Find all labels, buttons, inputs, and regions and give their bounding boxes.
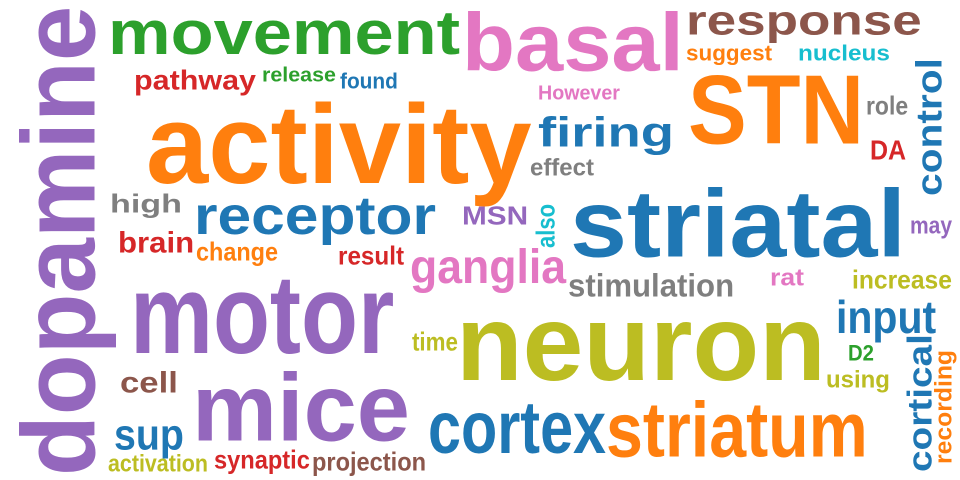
- word-striatum: striatum: [606, 386, 868, 474]
- word-suggest: suggest: [686, 39, 773, 66]
- word-input: input: [836, 290, 937, 343]
- word-stn: STN: [688, 55, 864, 166]
- word-result: result: [338, 241, 405, 271]
- word-rat: rat: [770, 263, 804, 291]
- word-sup: sup: [114, 410, 184, 460]
- word-change: change: [196, 237, 278, 267]
- word-recording: recording: [929, 349, 957, 464]
- word-basal: basal: [462, 0, 684, 89]
- word-striatal: striatal: [570, 169, 906, 278]
- word-using: using: [826, 365, 890, 393]
- word-release: release: [262, 63, 336, 87]
- word-cell: cell: [120, 365, 178, 400]
- word-high: high: [110, 189, 182, 219]
- word-movement: movement: [108, 0, 461, 68]
- word-receptor: receptor: [194, 185, 437, 247]
- word-control: control: [909, 58, 950, 197]
- word-synaptic: synaptic: [214, 445, 310, 475]
- word-activity: activity: [146, 82, 532, 208]
- word-projection: projection: [312, 447, 427, 477]
- word-brain: brain: [118, 225, 195, 260]
- word-activation: activation: [108, 449, 208, 477]
- word-d2: D2: [848, 339, 874, 366]
- word-nucleus: nucleus: [798, 39, 890, 66]
- word-may: may: [910, 211, 953, 239]
- word-pathway: pathway: [134, 63, 257, 96]
- word-however: However: [538, 81, 620, 105]
- word-msn: MSN: [462, 201, 529, 231]
- word-response: response: [686, 0, 922, 44]
- word-neuron: neuron: [456, 282, 826, 404]
- word-stimulation: stimulation: [568, 267, 735, 304]
- word-effect: effect: [530, 153, 594, 181]
- word-ganglia: ganglia: [410, 238, 566, 294]
- word-motor: motor: [130, 252, 395, 378]
- word-cortex: cortex: [428, 386, 607, 470]
- word-dopamine: dopamine: [0, 5, 118, 477]
- word-firing: firing: [538, 108, 674, 156]
- word-role: role: [866, 91, 909, 121]
- word-da: DA: [870, 133, 907, 166]
- word-mice: mice: [192, 353, 410, 462]
- word-time: time: [412, 327, 458, 357]
- word-found: found: [340, 67, 398, 94]
- word-increase: increase: [852, 265, 952, 295]
